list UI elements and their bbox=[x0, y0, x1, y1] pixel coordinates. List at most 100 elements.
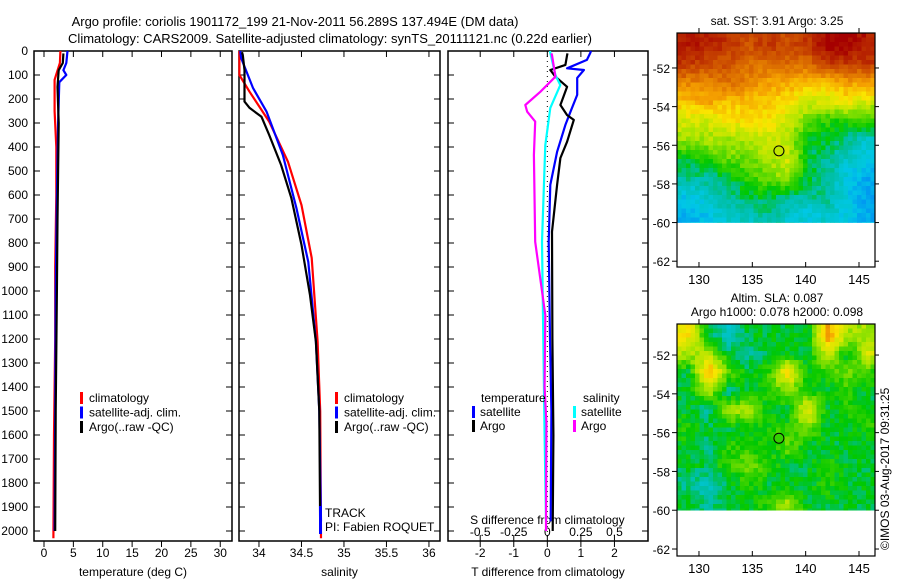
heatmap-cell bbox=[789, 208, 795, 214]
heatmap-cell bbox=[866, 342, 871, 347]
heatmap-cell bbox=[785, 204, 790, 209]
heatmap-cell bbox=[789, 490, 795, 496]
heatmap-cell bbox=[866, 360, 871, 365]
heatmap-cell bbox=[866, 154, 871, 160]
heatmap-cell bbox=[803, 91, 808, 97]
heatmap-cell bbox=[726, 141, 732, 146]
heatmap-cell bbox=[731, 118, 736, 124]
heatmap-cell bbox=[785, 369, 790, 374]
heatmap-cell bbox=[861, 199, 867, 205]
heatmap-cell bbox=[753, 504, 759, 509]
heatmap-cell bbox=[794, 373, 799, 379]
heatmap-cell bbox=[857, 454, 862, 460]
heatmap-cell bbox=[816, 159, 822, 164]
heatmap-cell bbox=[861, 204, 867, 209]
heatmap-cell bbox=[870, 477, 876, 482]
heatmap-cell bbox=[866, 141, 871, 146]
heatmap-cell bbox=[857, 100, 862, 106]
heatmap-cell bbox=[803, 199, 808, 205]
heatmap-cell bbox=[843, 64, 849, 70]
heatmap-cell bbox=[816, 100, 822, 106]
heatmap-cell bbox=[870, 55, 876, 61]
heatmap-cell bbox=[753, 481, 759, 487]
heatmap-cell bbox=[731, 373, 736, 379]
heatmap-cell bbox=[861, 136, 867, 142]
heatmap-cell bbox=[821, 400, 826, 406]
heatmap-cell bbox=[731, 360, 736, 365]
heatmap-cell bbox=[744, 55, 750, 61]
heatmap-cell bbox=[726, 69, 732, 74]
heatmap-cell bbox=[794, 186, 799, 191]
heatmap-cell bbox=[807, 477, 813, 482]
heatmap-cell bbox=[780, 96, 786, 101]
heatmap-cell bbox=[834, 60, 840, 65]
heatmap-cell bbox=[830, 472, 835, 478]
x-tick-label: 130 bbox=[688, 561, 710, 576]
heatmap-cell bbox=[839, 463, 844, 469]
heatmap-cell bbox=[803, 69, 808, 74]
heatmap-cell bbox=[686, 136, 691, 142]
heatmap-cell bbox=[789, 168, 795, 173]
heatmap-cell bbox=[695, 145, 700, 151]
heatmap-cell bbox=[744, 490, 750, 496]
heatmap-cell bbox=[722, 450, 727, 455]
heatmap-cell bbox=[753, 222, 759, 223]
heatmap-cell bbox=[803, 328, 808, 334]
heatmap-cell bbox=[717, 213, 723, 218]
heatmap-cell bbox=[767, 414, 772, 419]
heatmap-cell bbox=[834, 486, 840, 491]
heatmap-cell bbox=[704, 136, 709, 142]
heatmap-cell bbox=[834, 46, 840, 52]
heatmap-cell bbox=[834, 82, 840, 88]
heatmap-cell bbox=[767, 396, 772, 401]
heatmap-cell bbox=[717, 337, 723, 343]
heatmap-cell bbox=[816, 64, 822, 70]
heatmap-cell bbox=[713, 355, 718, 361]
heatmap-cell bbox=[744, 96, 750, 101]
heatmap-cell bbox=[758, 486, 763, 491]
heatmap-cell bbox=[771, 346, 777, 352]
heatmap-cell bbox=[807, 177, 813, 182]
heatmap-cell bbox=[839, 163, 844, 169]
heatmap-cell bbox=[866, 109, 871, 115]
heatmap-cell bbox=[857, 373, 862, 379]
heatmap-cell bbox=[812, 199, 817, 205]
heatmap-cell bbox=[740, 499, 745, 505]
heatmap-cell bbox=[780, 132, 786, 137]
heatmap-cell bbox=[690, 477, 696, 482]
heatmap-cell bbox=[857, 432, 862, 437]
heatmap-cell bbox=[785, 400, 790, 406]
heatmap-cell bbox=[830, 414, 835, 419]
heatmap-cell bbox=[785, 64, 790, 70]
heatmap-cell bbox=[735, 432, 741, 437]
heatmap-cell bbox=[866, 46, 871, 52]
heatmap-cell bbox=[767, 123, 772, 128]
heatmap-cell bbox=[677, 391, 682, 397]
heatmap-cell bbox=[816, 105, 822, 110]
heatmap-cell bbox=[843, 423, 849, 428]
heatmap-cell bbox=[686, 490, 691, 496]
heatmap-cell bbox=[744, 391, 750, 397]
heatmap-cell bbox=[762, 154, 768, 160]
heatmap-cell bbox=[695, 450, 700, 455]
heatmap-cell bbox=[722, 418, 727, 424]
heatmap-cell bbox=[789, 463, 795, 469]
heatmap-cell bbox=[798, 409, 804, 415]
heatmap-cell bbox=[794, 450, 799, 455]
heatmap-cell bbox=[708, 351, 714, 356]
x-tick-label: 2 bbox=[611, 546, 618, 560]
heatmap-cell bbox=[713, 463, 718, 469]
heatmap-cell bbox=[852, 387, 858, 392]
heatmap-cell bbox=[758, 427, 763, 433]
heatmap-cell bbox=[713, 159, 718, 164]
heatmap-cell bbox=[825, 441, 831, 446]
heatmap-cell bbox=[857, 96, 862, 101]
heatmap-cell bbox=[704, 328, 709, 334]
heatmap-cell bbox=[857, 445, 862, 451]
heatmap-cell bbox=[848, 463, 853, 469]
heatmap-cell bbox=[825, 351, 831, 356]
heatmap-cell bbox=[785, 150, 790, 155]
heatmap-cell bbox=[816, 387, 822, 392]
heatmap-cell bbox=[843, 100, 849, 106]
heatmap-cell bbox=[753, 468, 759, 473]
